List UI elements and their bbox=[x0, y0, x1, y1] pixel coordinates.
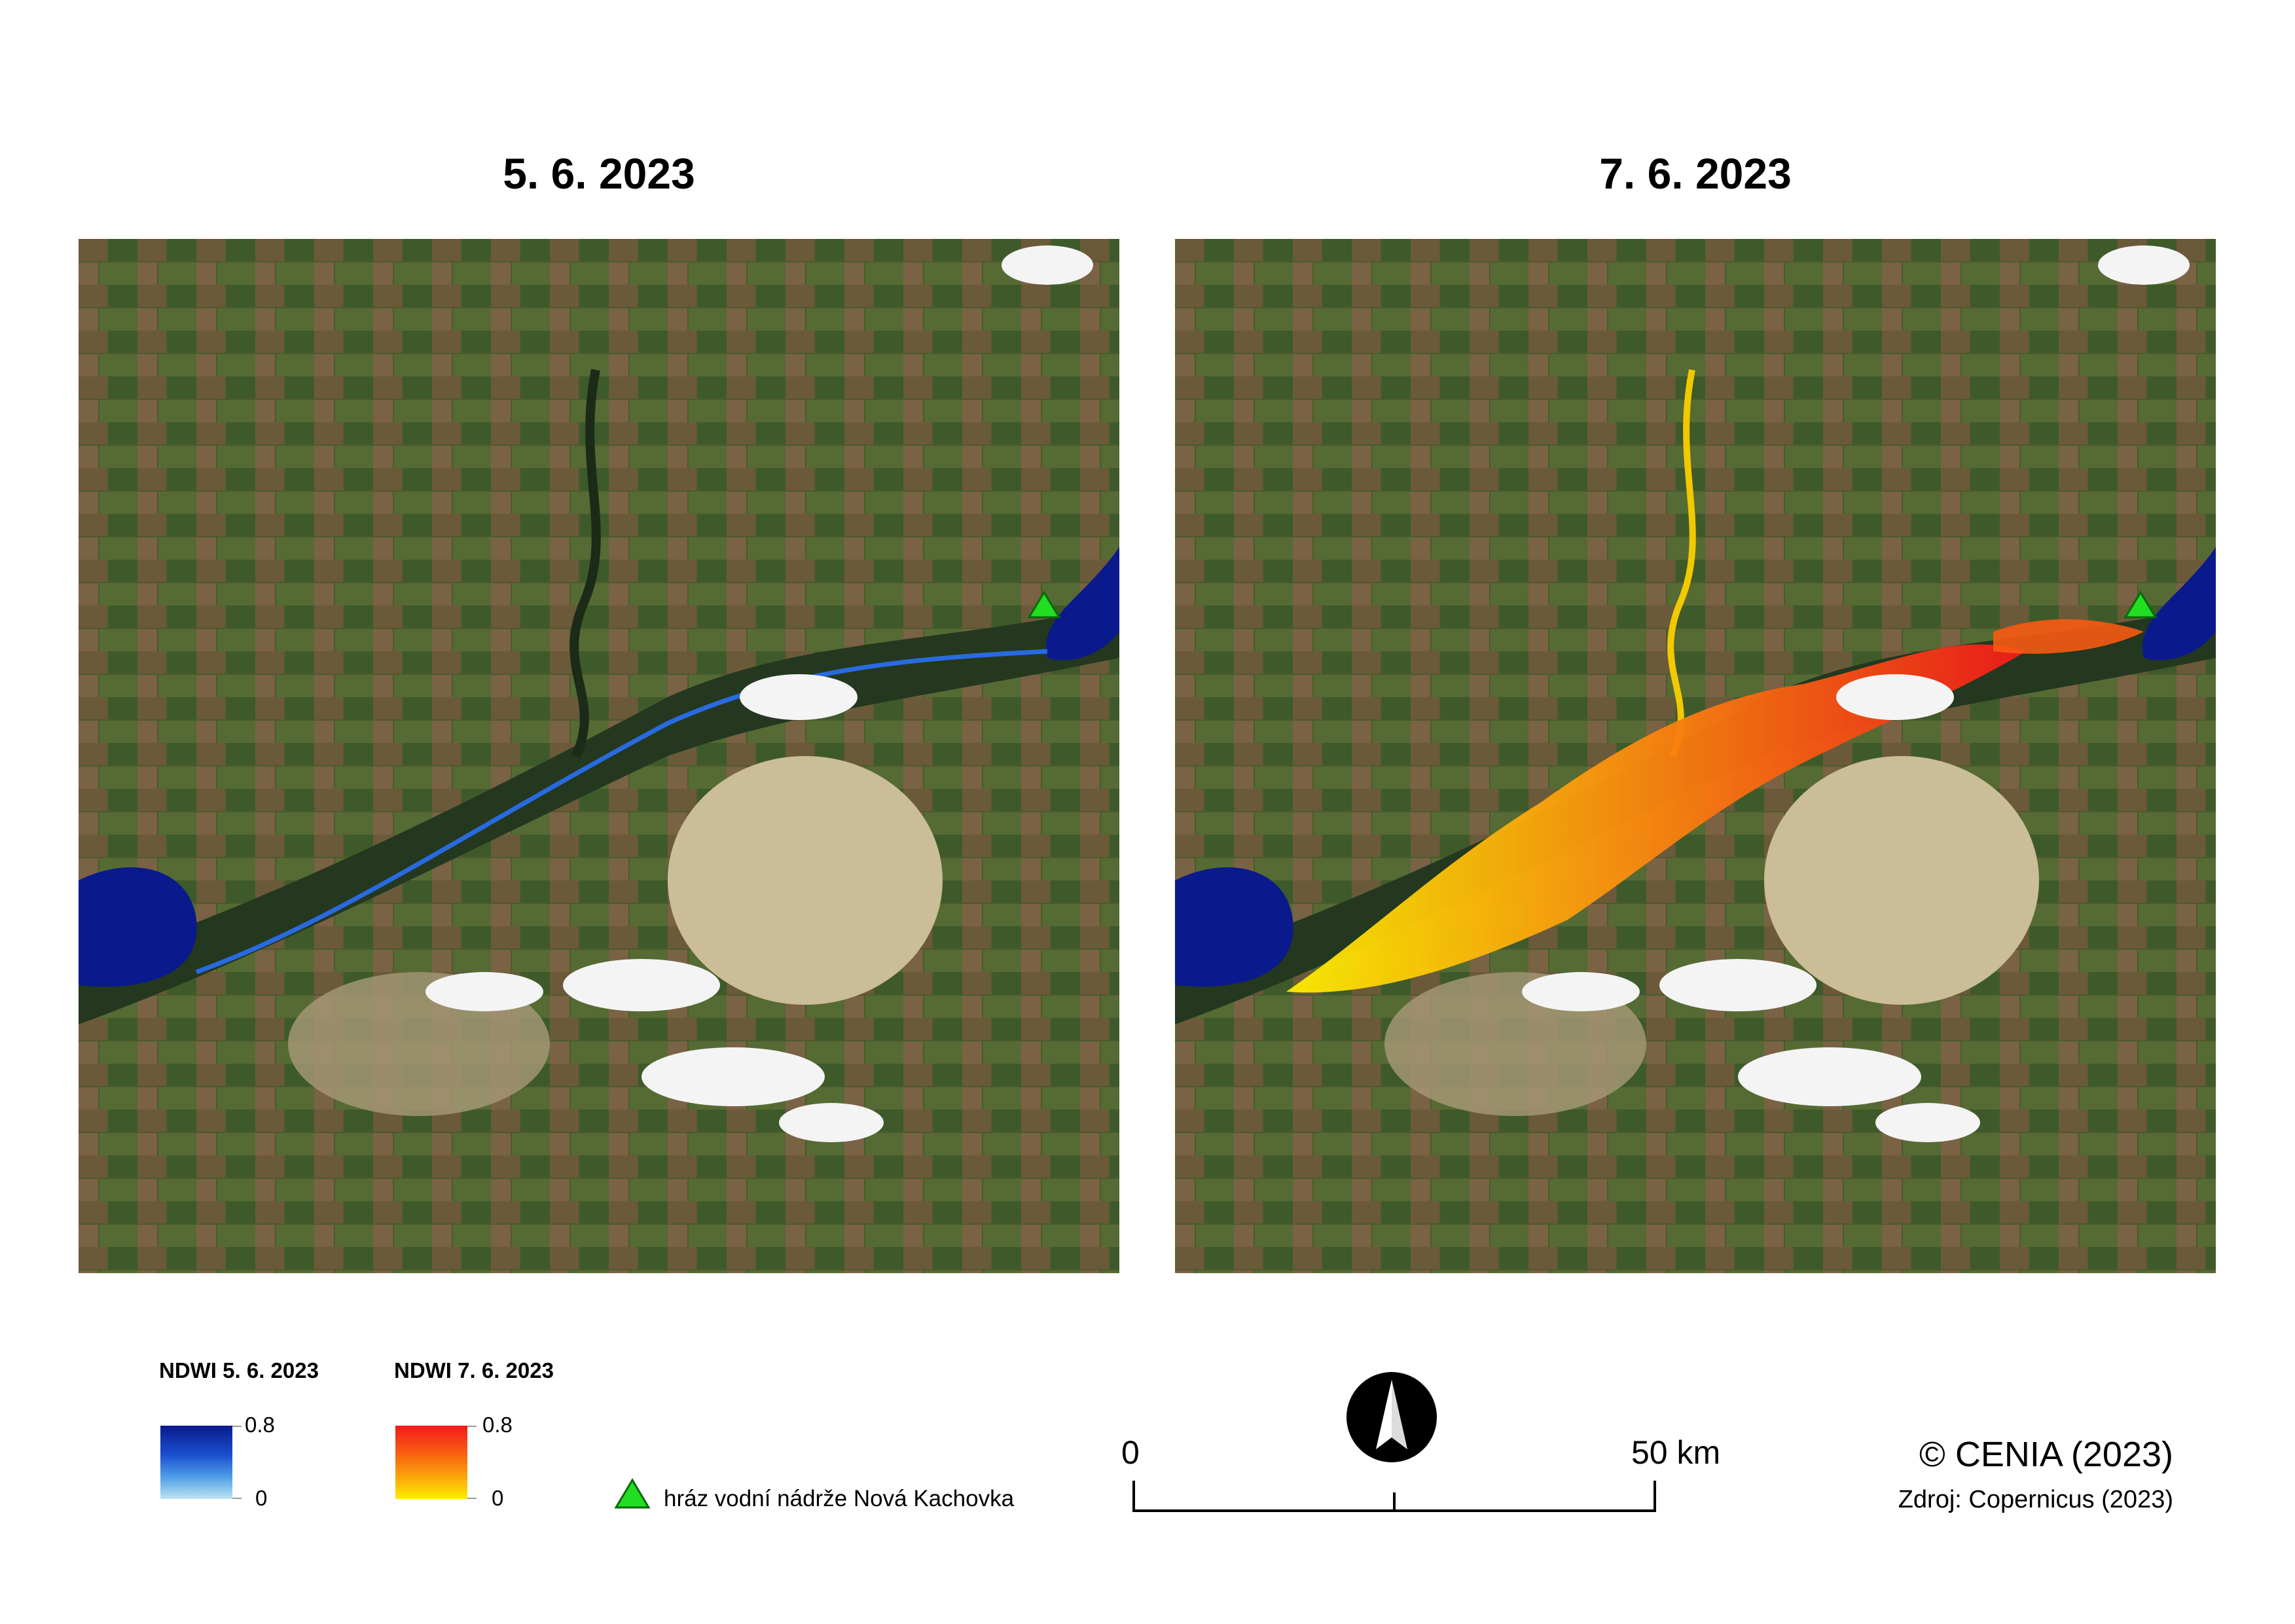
dam-marker-before bbox=[1027, 590, 1061, 619]
panel-title-after: 7. 6. 2023 bbox=[1599, 149, 1792, 198]
legend-title-ndwi-after: NDWI 7. 6. 2023 bbox=[394, 1358, 554, 1382]
reservoir-east bbox=[1046, 547, 1119, 660]
legend-max-ndwi-after: 0.8 bbox=[482, 1413, 513, 1437]
legend-min-ndwi-before: 0 bbox=[255, 1486, 268, 1510]
legend-title-ndwi-before: NDWI 5. 6. 2023 bbox=[159, 1358, 319, 1382]
legend-tick bbox=[232, 1426, 242, 1427]
reservoir-east bbox=[2142, 547, 2216, 660]
dam-triangle-icon bbox=[614, 1478, 651, 1509]
map-panel-after bbox=[1175, 239, 2216, 1273]
copyright-text: © CENIA (2023) bbox=[1919, 1435, 2173, 1474]
north-arrow-icon bbox=[1346, 1372, 1437, 1462]
dam-marker-after bbox=[2123, 590, 2158, 619]
source-text: Zdroj: Copernicus (2023) bbox=[1898, 1486, 2173, 1513]
legend-ramp-ndwi-before bbox=[160, 1426, 232, 1499]
satellite-image-before bbox=[79, 239, 1119, 1273]
panel-title-before: 5. 6. 2023 bbox=[503, 149, 695, 198]
map-panel-before bbox=[79, 239, 1119, 1273]
scale-bar bbox=[1132, 1481, 1656, 1512]
legend-tick bbox=[467, 1498, 477, 1499]
legend-max-ndwi-before: 0.8 bbox=[245, 1413, 275, 1437]
flooded-area bbox=[1286, 644, 2026, 993]
dam-legend-label: hráz vodní nádrže Nová Kachovka bbox=[664, 1486, 1015, 1511]
satellite-image-after bbox=[1175, 239, 2216, 1273]
reservoir-west bbox=[1175, 867, 1293, 987]
reservoir-west bbox=[79, 867, 197, 987]
legend-tick bbox=[232, 1498, 242, 1499]
legend-min-ndwi-after: 0 bbox=[492, 1486, 504, 1510]
scale-start-label: 0 bbox=[1121, 1434, 1140, 1471]
scale-end-label: 50 km bbox=[1631, 1434, 1721, 1471]
legend-tick bbox=[467, 1426, 477, 1427]
legend-ramp-ndwi-after bbox=[395, 1426, 467, 1499]
